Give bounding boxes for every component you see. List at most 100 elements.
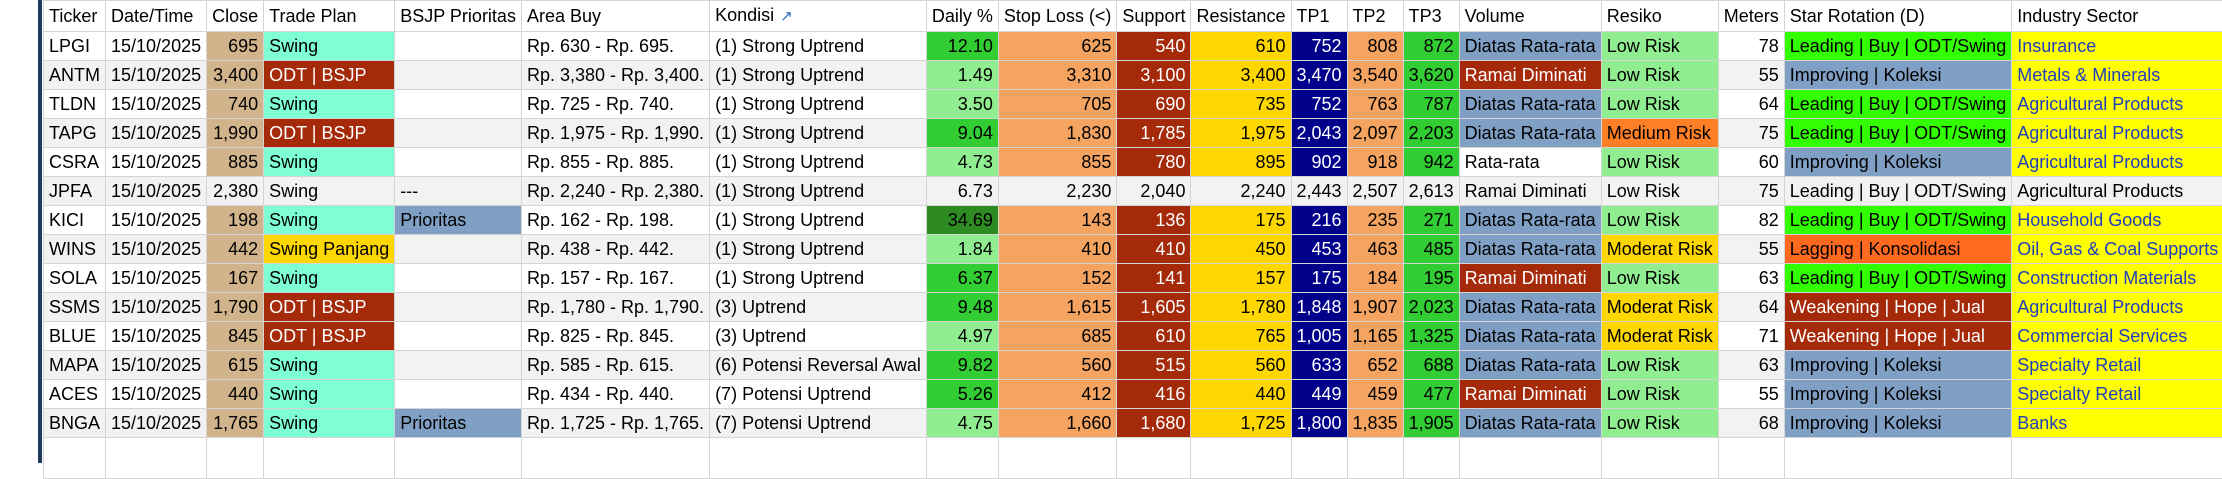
- cell-support[interactable]: 540: [1117, 32, 1191, 61]
- cell-meters[interactable]: 82: [1718, 206, 1784, 235]
- cell-volume[interactable]: Ramai Diminati: [1459, 61, 1601, 90]
- cell-meters[interactable]: 63: [1718, 351, 1784, 380]
- cell-resistance[interactable]: 157: [1191, 264, 1291, 293]
- header-area[interactable]: Area Buy: [521, 1, 709, 32]
- cell-tp3[interactable]: 688: [1403, 351, 1459, 380]
- cell-sector[interactable]: Metals & Minerals: [2012, 61, 2222, 90]
- cell-close[interactable]: 885: [207, 148, 264, 177]
- cell-ticker[interactable]: TAPG: [44, 119, 106, 148]
- cell-kondisi[interactable]: (1) Strong Uptrend: [710, 264, 927, 293]
- empty-cell[interactable]: [521, 438, 709, 479]
- empty-cell[interactable]: [106, 438, 207, 479]
- cell-support[interactable]: 2,040: [1117, 177, 1191, 206]
- cell-support[interactable]: 780: [1117, 148, 1191, 177]
- cell-tp2[interactable]: 2,097: [1347, 119, 1403, 148]
- cell-daily[interactable]: 9.82: [926, 351, 998, 380]
- cell-tp2[interactable]: 459: [1347, 380, 1403, 409]
- cell-support[interactable]: 136: [1117, 206, 1191, 235]
- empty-cell[interactable]: [710, 438, 927, 479]
- empty-cell[interactable]: [1117, 438, 1191, 479]
- cell-ticker[interactable]: MAPA: [44, 351, 106, 380]
- cell-ticker[interactable]: ANTM: [44, 61, 106, 90]
- cell-tp1[interactable]: 2,443: [1291, 177, 1347, 206]
- empty-cell[interactable]: [1459, 438, 1601, 479]
- empty-cell[interactable]: [1347, 438, 1403, 479]
- cell-close[interactable]: 1,790: [207, 293, 264, 322]
- cell-support[interactable]: 1,785: [1117, 119, 1191, 148]
- cell-support[interactable]: 1,605: [1117, 293, 1191, 322]
- cell-bsjp[interactable]: [395, 380, 522, 409]
- cell-area[interactable]: Rp. 1,780 - Rp. 1,790.: [521, 293, 709, 322]
- cell-area[interactable]: Rp. 162 - Rp. 198.: [521, 206, 709, 235]
- cell-star[interactable]: Weakening | Hope | Jual: [1784, 293, 2011, 322]
- cell-star[interactable]: Improving | Koleksi: [1784, 380, 2011, 409]
- header-meters[interactable]: Meters: [1718, 1, 1784, 32]
- header-sector[interactable]: Industry Sector: [2012, 1, 2222, 32]
- cell-tp3[interactable]: 942: [1403, 148, 1459, 177]
- cell-area[interactable]: Rp. 438 - Rp. 442.: [521, 235, 709, 264]
- cell-plan[interactable]: Swing: [264, 148, 395, 177]
- cell-resiko[interactable]: Low Risk: [1601, 380, 1718, 409]
- cell-star[interactable]: Leading | Buy | ODT/Swing: [1784, 206, 2011, 235]
- cell-daily[interactable]: 34.69: [926, 206, 998, 235]
- cell-meters[interactable]: 55: [1718, 380, 1784, 409]
- cell-close[interactable]: 740: [207, 90, 264, 119]
- cell-sl[interactable]: 143: [998, 206, 1117, 235]
- empty-cell[interactable]: [1718, 438, 1784, 479]
- cell-plan[interactable]: ODT | BSJP: [264, 61, 395, 90]
- cell-resiko[interactable]: Low Risk: [1601, 90, 1718, 119]
- cell-sector[interactable]: Agricultural Products: [2012, 119, 2222, 148]
- cell-tp2[interactable]: 763: [1347, 90, 1403, 119]
- cell-sl[interactable]: 1,615: [998, 293, 1117, 322]
- cell-sector[interactable]: Insurance: [2012, 32, 2222, 61]
- cell-plan[interactable]: ODT | BSJP: [264, 322, 395, 351]
- cell-sl[interactable]: 625: [998, 32, 1117, 61]
- cell-meters[interactable]: 55: [1718, 61, 1784, 90]
- cell-area[interactable]: Rp. 434 - Rp. 440.: [521, 380, 709, 409]
- cell-tp3[interactable]: 2,023: [1403, 293, 1459, 322]
- cell-sector[interactable]: Agricultural Products: [2012, 293, 2222, 322]
- cell-plan[interactable]: Swing: [264, 206, 395, 235]
- cell-meters[interactable]: 55: [1718, 235, 1784, 264]
- cell-resistance[interactable]: 450: [1191, 235, 1291, 264]
- cell-tp2[interactable]: 3,540: [1347, 61, 1403, 90]
- cell-bsjp[interactable]: [395, 61, 522, 90]
- cell-date[interactable]: 15/10/2025: [106, 409, 207, 438]
- cell-kondisi[interactable]: (7) Potensi Uptrend: [710, 409, 927, 438]
- cell-meters[interactable]: 75: [1718, 119, 1784, 148]
- cell-plan[interactable]: Swing: [264, 351, 395, 380]
- cell-tp2[interactable]: 184: [1347, 264, 1403, 293]
- cell-meters[interactable]: 71: [1718, 322, 1784, 351]
- cell-sl[interactable]: 1,830: [998, 119, 1117, 148]
- cell-support[interactable]: 515: [1117, 351, 1191, 380]
- cell-bsjp[interactable]: [395, 90, 522, 119]
- cell-sector[interactable]: Commercial Services: [2012, 322, 2222, 351]
- cell-resiko[interactable]: Low Risk: [1601, 177, 1718, 206]
- cell-ticker[interactable]: KICI: [44, 206, 106, 235]
- cell-ticker[interactable]: WINS: [44, 235, 106, 264]
- cell-tp2[interactable]: 2,507: [1347, 177, 1403, 206]
- cell-daily[interactable]: 4.97: [926, 322, 998, 351]
- cell-area[interactable]: Rp. 1,725 - Rp. 1,765.: [521, 409, 709, 438]
- cell-resistance[interactable]: 765: [1191, 322, 1291, 351]
- cell-sl[interactable]: 560: [998, 351, 1117, 380]
- cell-sl[interactable]: 152: [998, 264, 1117, 293]
- cell-sector[interactable]: Specialty Retail: [2012, 351, 2222, 380]
- cell-bsjp[interactable]: [395, 148, 522, 177]
- cell-support[interactable]: 1,680: [1117, 409, 1191, 438]
- cell-volume[interactable]: Diatas Rata-rata: [1459, 409, 1601, 438]
- cell-tp1[interactable]: 449: [1291, 380, 1347, 409]
- cell-tp1[interactable]: 902: [1291, 148, 1347, 177]
- cell-date[interactable]: 15/10/2025: [106, 32, 207, 61]
- cell-tp2[interactable]: 652: [1347, 351, 1403, 380]
- cell-volume[interactable]: Diatas Rata-rata: [1459, 293, 1601, 322]
- cell-volume[interactable]: Ramai Diminati: [1459, 380, 1601, 409]
- header-resistance[interactable]: Resistance: [1191, 1, 1291, 32]
- cell-volume[interactable]: Diatas Rata-rata: [1459, 32, 1601, 61]
- header-kondisi[interactable]: Kondisi↗: [710, 1, 927, 32]
- empty-cell[interactable]: [1191, 438, 1291, 479]
- cell-area[interactable]: Rp. 855 - Rp. 885.: [521, 148, 709, 177]
- cell-bsjp[interactable]: [395, 235, 522, 264]
- cell-sl[interactable]: 412: [998, 380, 1117, 409]
- cell-area[interactable]: Rp. 3,380 - Rp. 3,400.: [521, 61, 709, 90]
